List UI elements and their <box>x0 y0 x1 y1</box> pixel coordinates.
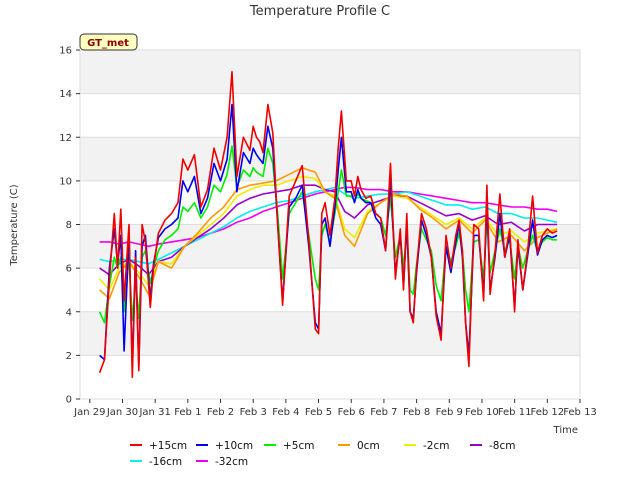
y-tick-label: 4 <box>66 307 72 318</box>
x-axis-label: Time <box>553 425 578 436</box>
y-tick-label: 0 <box>66 395 72 406</box>
x-tick-label: Feb 10 <box>465 407 499 418</box>
annotation-badge-box <box>79 33 138 51</box>
x-tick-label: Feb 7 <box>370 407 397 418</box>
x-tick-label: Feb 13 <box>563 407 597 418</box>
background-band <box>80 180 580 225</box>
series-line-0cm <box>99 167 558 300</box>
x-tick-label: Feb 12 <box>531 407 565 418</box>
y-tick-label: 14 <box>59 89 72 100</box>
x-tick-label: Feb 9 <box>436 407 463 418</box>
x-tick-label: Jan 31 <box>138 407 170 418</box>
x-tick-label: Feb 3 <box>240 407 267 418</box>
legend-label: +5cm <box>283 440 314 452</box>
y-axis-ticks: 0 2 4 6 8 10 12 14 16 <box>59 46 80 406</box>
annotation-badge: GT_met <box>79 33 138 51</box>
legend-label: -32cm <box>215 456 248 468</box>
annotation-badge-text: GT_met <box>87 38 129 49</box>
background-band <box>80 50 580 94</box>
series-line-minus8cm <box>99 184 558 276</box>
legend: +15cm +10cm +5cm 0cm -2cm -8cm -16cm -32cm <box>130 440 515 468</box>
y-tick-label: 8 <box>66 220 72 231</box>
y-tick-label: 12 <box>59 133 72 144</box>
y-tick-label: 6 <box>66 264 72 275</box>
legend-label: +15cm <box>149 440 187 452</box>
y-tick-label: 2 <box>66 351 72 362</box>
y-tick-label: 10 <box>59 176 72 187</box>
background-band <box>80 355 580 399</box>
x-tick-label: Feb 5 <box>305 407 332 418</box>
x-tick-label: Jan 30 <box>106 407 138 418</box>
series-lines <box>98 71 558 379</box>
x-tick-label: Feb 8 <box>403 407 430 418</box>
chart-title: Temperature Profile C <box>249 4 390 19</box>
background-band <box>80 311 580 356</box>
x-tick-label: Feb 6 <box>338 407 365 418</box>
legend-label: -16cm <box>149 456 182 468</box>
series-line-plus15cm <box>98 71 558 379</box>
x-tick-label: Feb 11 <box>498 407 532 418</box>
x-tick-label: Feb 1 <box>174 407 201 418</box>
y-axis-label: Temperature (C) <box>9 184 20 266</box>
background-band <box>80 137 580 181</box>
legend-label: 0cm <box>357 440 380 452</box>
x-tick-label: Jan 29 <box>73 407 105 418</box>
background-band <box>80 93 580 138</box>
x-axis-ticks: Jan 29 Jan 30 Jan 31 Feb 1 Feb 2 Feb 3 Feb 4 Fe… <box>73 399 597 418</box>
legend-label: -2cm <box>423 440 449 452</box>
legend-label: -8cm <box>489 440 515 452</box>
legend-label: +10cm <box>215 440 253 452</box>
x-tick-label: Feb 4 <box>272 407 299 418</box>
x-tick-label: Feb 2 <box>207 407 234 418</box>
background-band <box>80 268 580 312</box>
y-tick-label: 16 <box>59 46 72 57</box>
